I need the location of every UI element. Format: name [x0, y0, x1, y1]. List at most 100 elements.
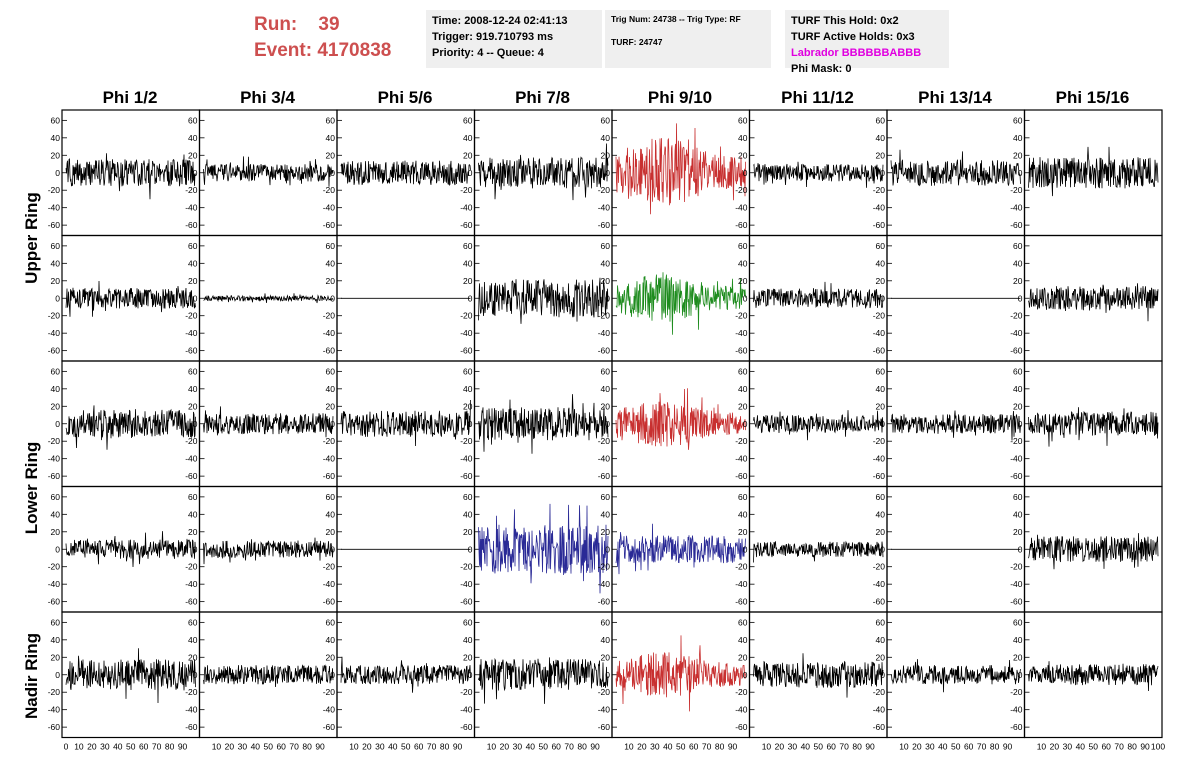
- y-tick-label: 40: [51, 635, 61, 645]
- y-tick-label: -40: [1010, 328, 1023, 338]
- y-tick-label: 60: [463, 366, 473, 376]
- y-tick-label: -40: [323, 203, 336, 213]
- x-tick-label: 60: [551, 742, 561, 752]
- y-tick-label: -20: [48, 436, 61, 446]
- x-tick-label: 40: [938, 742, 948, 752]
- y-tick-label: -20: [873, 185, 886, 195]
- x-tick-label: 50: [539, 742, 549, 752]
- y-tick-label: -40: [735, 328, 748, 338]
- x-tick-label: 60: [414, 742, 424, 752]
- x-tick-label: 80: [990, 742, 1000, 752]
- y-tick-label: 60: [51, 115, 61, 125]
- y-tick-label: 60: [1013, 115, 1023, 125]
- panel-frame: [611, 234, 751, 362]
- y-tick-label: 0: [743, 544, 748, 554]
- y-tick-label: 40: [188, 133, 198, 143]
- x-tick-label: 80: [852, 742, 862, 752]
- y-tick-label: 0: [193, 168, 198, 178]
- y-tick-label: 20: [188, 527, 198, 537]
- y-tick-label: 60: [876, 492, 886, 502]
- y-tick-label: -40: [185, 705, 198, 715]
- y-tick-label: 40: [1013, 509, 1023, 519]
- x-tick-label: 60: [1101, 742, 1111, 752]
- y-tick-label: -60: [1010, 220, 1023, 230]
- waveform-panel: -60 -40 -20 0 20 40 60: [48, 360, 201, 488]
- y-tick-label: -40: [598, 328, 611, 338]
- x-tick-label: 70: [427, 742, 437, 752]
- waveform-trace: [890, 149, 1021, 187]
- y-tick-label: 40: [51, 258, 61, 268]
- column-header: Phi 3/4: [240, 88, 295, 107]
- y-tick-label: 0: [605, 670, 610, 680]
- y-tick-label: -60: [735, 722, 748, 732]
- y-tick-label: -40: [48, 328, 61, 338]
- y-tick-label: 20: [1013, 150, 1023, 160]
- y-tick-label: 0: [330, 168, 335, 178]
- y-tick-label: -40: [598, 705, 611, 715]
- y-tick-label: 60: [326, 115, 336, 125]
- x-tick-label: 90: [590, 742, 600, 752]
- y-tick-label: -60: [735, 597, 748, 607]
- waveform-panel: -60 -40 -20 0 20 40 60: [323, 234, 476, 362]
- waveform-panel: -60 -40 -20 0 20 40 60: [323, 109, 476, 237]
- waveform-trace: [203, 293, 334, 304]
- y-tick-label: 40: [601, 509, 611, 519]
- x-tick-label: 80: [1127, 742, 1137, 752]
- y-tick-label: -20: [873, 311, 886, 321]
- y-tick-label: -40: [323, 705, 336, 715]
- time-info-box: Time: 2008-12-24 02:41:13 Trigger: 919.7…: [426, 10, 602, 68]
- y-tick-label: -40: [873, 579, 886, 589]
- y-tick-label: 40: [463, 133, 473, 143]
- waveform-trace: [478, 143, 609, 201]
- y-tick-label: 40: [601, 133, 611, 143]
- x-tick-label: 80: [440, 742, 450, 752]
- y-tick-label: 0: [55, 293, 60, 303]
- waveform-trace: [340, 399, 471, 447]
- y-tick-label: -40: [460, 203, 473, 213]
- y-tick-label: -40: [460, 705, 473, 715]
- x-tick-label: 30: [100, 742, 110, 752]
- run-event-header: Run: 39 Event: 4170838: [254, 12, 391, 64]
- waveform-panel: -60 -40 -20 0 20 40 60: [735, 234, 888, 362]
- y-tick-label: 40: [876, 384, 886, 394]
- y-tick-label: 40: [738, 509, 748, 519]
- y-tick-label: -40: [48, 705, 61, 715]
- y-tick-label: 60: [463, 617, 473, 627]
- x-tick-label: 70: [289, 742, 299, 752]
- waveform-panel: -60 -40 -20 0 20 40 60: [460, 234, 613, 362]
- x-tick-label: 60: [139, 742, 149, 752]
- y-tick-label: 60: [601, 115, 611, 125]
- y-tick-label: -60: [460, 597, 473, 607]
- y-tick-label: 60: [326, 617, 336, 627]
- y-tick-label: 20: [738, 401, 748, 411]
- x-tick-label: 10: [487, 742, 497, 752]
- column-header: Phi 11/12: [781, 88, 854, 107]
- waveform-trace: [615, 523, 746, 575]
- turf-hold-text: TURF This Hold: 0x2: [791, 15, 899, 27]
- waveform-panel: -60 -40 -20 0 20 40 60: [873, 611, 1026, 739]
- waveform-trace: [203, 406, 334, 438]
- y-tick-label: 40: [738, 635, 748, 645]
- y-tick-label: -20: [48, 687, 61, 697]
- phi-mask-text: Phi Mask: 0: [791, 63, 852, 75]
- y-tick-label: -20: [1010, 562, 1023, 572]
- x-tick-label: 30: [375, 742, 385, 752]
- x-tick-label: 40: [526, 742, 536, 752]
- waveform-trace: [615, 123, 746, 215]
- y-tick-label: 0: [605, 168, 610, 178]
- y-tick-label: -20: [48, 562, 61, 572]
- x-tick-label: 20: [1050, 742, 1060, 752]
- y-tick-label: -40: [460, 454, 473, 464]
- y-tick-label: -40: [873, 454, 886, 464]
- y-tick-label: 20: [1013, 527, 1023, 537]
- x-tick-label: 10: [349, 742, 359, 752]
- waveform-trace: [478, 277, 609, 324]
- y-tick-label: 0: [55, 168, 60, 178]
- y-tick-label: -60: [185, 722, 198, 732]
- trig-text: Trig Num: 24738 -- Trig Type: RF: [611, 14, 741, 24]
- y-tick-label: 60: [188, 115, 198, 125]
- y-tick-label: -40: [1010, 203, 1023, 213]
- y-tick-label: 60: [601, 366, 611, 376]
- waveform-panel: -60 -40 -20 0 20 40 60: [735, 109, 888, 237]
- x-tick-label: 50: [951, 742, 961, 752]
